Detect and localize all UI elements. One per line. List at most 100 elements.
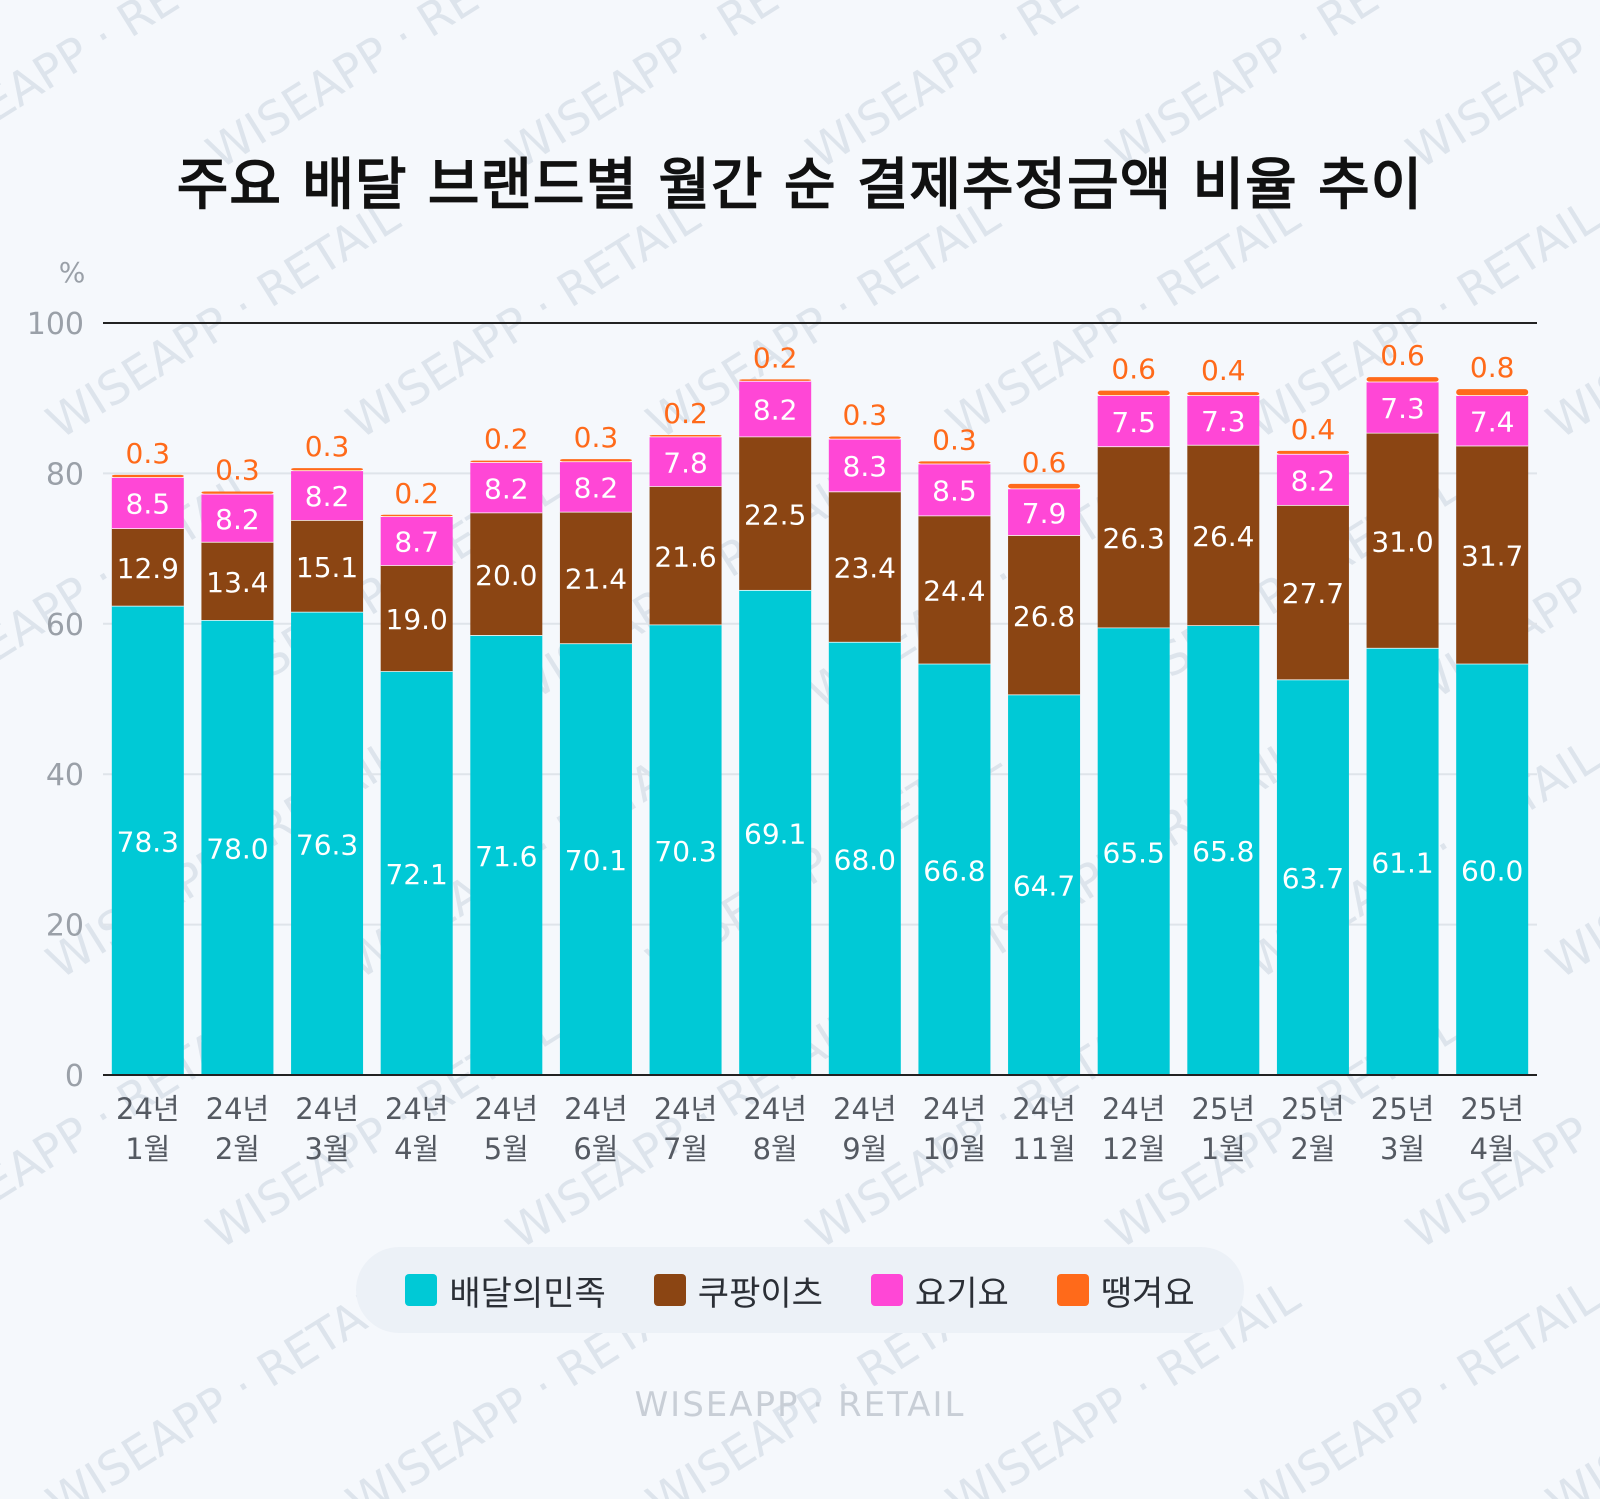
- data-label: 19.0: [386, 603, 448, 636]
- data-label: 69.1: [744, 817, 806, 850]
- bar-stack: 78.0 13.4 8.2 0.3: [201, 453, 274, 1075]
- legend-item: 땡겨요: [1056, 1266, 1195, 1315]
- legend-swatch: [870, 1274, 903, 1306]
- x-tick-label: 24년: [1102, 1092, 1166, 1126]
- x-tick-label: 25년: [1460, 1092, 1524, 1126]
- x-tick-label: 24년: [743, 1092, 807, 1126]
- data-label: 26.3: [1103, 522, 1165, 555]
- bar-segment: [380, 565, 453, 672]
- data-label: 20.0: [475, 559, 537, 592]
- legend-label: 땡겨요: [1100, 1273, 1195, 1314]
- bar-segment: [739, 380, 812, 437]
- data-label: 24.4: [923, 575, 985, 608]
- bar-segment: [739, 379, 812, 381]
- x-tick-label: 24년: [385, 1092, 449, 1126]
- bar-segment: [1276, 679, 1349, 1075]
- bar-stack: 69.1 22.5 8.2 0.2: [739, 341, 812, 1075]
- x-tick-label: 3월: [304, 1132, 349, 1166]
- x-tick-label: 25년: [1371, 1092, 1435, 1126]
- x-tick-label: 24년: [654, 1092, 718, 1126]
- y-tick-label: 100: [27, 307, 84, 342]
- data-label: 8.2: [484, 472, 529, 505]
- bar-segment: [828, 438, 901, 492]
- x-tick-label: 6월: [573, 1132, 618, 1166]
- bar-stack: 72.1 19.0 8.7 0.2: [380, 477, 453, 1075]
- data-label: 8.5: [932, 475, 977, 508]
- data-label: 71.6: [475, 840, 537, 873]
- x-tick-label: 2월: [1290, 1132, 1335, 1166]
- x-tick-label: 3월: [1380, 1132, 1425, 1166]
- legend-swatch: [405, 1274, 438, 1306]
- data-label: 0.6: [1022, 446, 1067, 479]
- x-tick-label: 24년: [833, 1092, 897, 1126]
- bar-stack: 65.5 26.3 7.5 0.6: [1097, 353, 1170, 1075]
- bar-segment: [1456, 663, 1529, 1075]
- bar-segment: [1366, 647, 1439, 1075]
- bar-stack: 70.3 21.6 7.8 0.2: [649, 397, 722, 1075]
- data-label: 0.6: [1380, 339, 1425, 372]
- y-tick-label: 0: [65, 1059, 84, 1094]
- data-label: 0.4: [1201, 354, 1246, 387]
- legend-item: 배달의민족: [405, 1266, 606, 1315]
- bar-segment: [201, 491, 274, 494]
- bar-stack: 68.0 23.4 8.3 0.3: [828, 399, 901, 1075]
- bar-segment: [918, 663, 991, 1075]
- legend-label: 쿠팡이츠: [697, 1273, 823, 1314]
- bar-segment: [1097, 627, 1170, 1075]
- data-label: 0.3: [932, 423, 977, 456]
- bar-segment: [470, 635, 543, 1075]
- y-axis-unit: %: [59, 256, 86, 289]
- bar-stack: 71.6 20.0 8.2 0.2: [470, 423, 543, 1075]
- data-label: 7.8: [663, 446, 708, 479]
- bar-segment: [470, 460, 543, 463]
- data-label: 8.5: [126, 488, 171, 521]
- bar-segment: [1097, 395, 1170, 447]
- data-label: 7.3: [1380, 392, 1425, 425]
- x-tick-label: 24년: [116, 1092, 180, 1126]
- bar-stack: 66.8 24.4 8.5 0.3: [918, 423, 991, 1075]
- bar-stack: 76.3 15.1 8.2 0.3: [291, 430, 364, 1075]
- bar-segment: [1276, 450, 1349, 454]
- data-label: 26.4: [1192, 520, 1254, 553]
- bar-segment: [828, 641, 901, 1075]
- x-tick-label: 5월: [484, 1132, 529, 1166]
- legend-swatch: [1056, 1274, 1089, 1306]
- bar-segment: [111, 474, 184, 478]
- bar-segment: [918, 463, 991, 516]
- bar-stack: 61.1 31.0 7.3 0.6: [1366, 339, 1439, 1075]
- bar-segment: [291, 611, 364, 1075]
- data-label: 68.0: [834, 843, 896, 876]
- bar-segment: [1187, 444, 1260, 626]
- bar-segment: [559, 461, 632, 512]
- data-label: 61.1: [1371, 846, 1433, 879]
- data-label: 27.7: [1282, 577, 1344, 610]
- brand-footer: WISEAPP · RETAIL: [634, 1385, 966, 1425]
- bar-stack: 63.7 27.7 8.2 0.4: [1276, 413, 1349, 1075]
- bar-segment: [649, 435, 722, 437]
- x-tick-label: 8월: [753, 1132, 798, 1166]
- legend-item: 요기요: [870, 1266, 1009, 1315]
- data-label: 8.2: [305, 480, 350, 513]
- bar-segment: [291, 520, 364, 612]
- legend-item: 쿠팡이츠: [653, 1266, 823, 1315]
- bar-segment: [1008, 535, 1081, 695]
- bar-segment: [1187, 392, 1260, 396]
- x-tick-label: 25년: [1192, 1092, 1256, 1126]
- data-label: 21.6: [654, 540, 716, 573]
- data-label: 7.9: [1022, 497, 1067, 530]
- data-label: 12.9: [117, 552, 179, 585]
- bar-segment: [1008, 488, 1081, 536]
- bar-segment: [470, 462, 543, 513]
- x-tick-label: 11월: [1012, 1132, 1076, 1166]
- y-tick-label: 40: [46, 758, 84, 793]
- data-label: 70.3: [654, 835, 716, 868]
- data-label: 0.2: [663, 397, 708, 430]
- data-label: 0.2: [753, 341, 798, 374]
- data-label: 60.0: [1461, 854, 1523, 887]
- x-tick-label: 2월: [215, 1132, 260, 1166]
- data-label: 7.5: [1111, 406, 1156, 439]
- x-tick-label: 12월: [1102, 1132, 1166, 1166]
- bar-segment: [380, 671, 453, 1075]
